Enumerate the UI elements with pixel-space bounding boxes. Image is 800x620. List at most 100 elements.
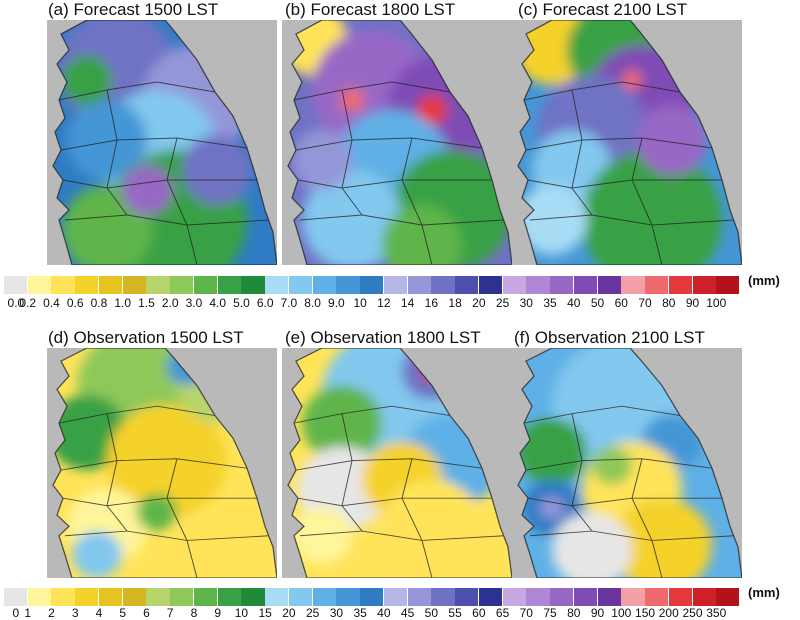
colorbar-cell [146,588,171,606]
observation-unit-label: (mm) [748,585,780,600]
colorbar-cell [193,588,219,606]
colorbar-cell [312,276,337,294]
colorbar-tick-label: 80 [567,606,581,620]
map-panel-f [512,348,742,578]
colorbar-cell [692,276,717,294]
colorbar-tick-label: 80 [662,296,676,310]
panel-title-c: (c) Forecast 2100 LST [518,0,688,19]
colorbar-tick-label: 9.0 [328,296,345,310]
colorbar-cell [431,276,456,294]
colorbar-cell [75,588,100,606]
colorbar-tick-label: 250 [682,606,703,620]
panel-title-e: (e) Observation 1800 LST [285,328,481,347]
colorbar-tick-label: 2 [48,606,55,620]
colorbar-cell [502,276,527,294]
colorbar-cell [478,276,504,294]
colorbar-tick-label: 12 [377,296,391,310]
colorbar-tick-label: 100 [706,296,727,310]
forecast-colorbar-ticks: 0.0 0.2 0.4 0.6 0.8 1.0 1.5 2.0 3.0 4.0 5.0 6.0 7.0 8… [0,296,800,312]
map-panel-b [282,20,512,265]
colorbar-cell [455,276,480,294]
colorbar-tick-label: 0 [12,606,20,620]
colorbar-cell [170,588,195,606]
panel-title-a: (a) Forecast 1500 LST [48,0,219,19]
colorbar-cell [4,276,29,294]
colorbar-cell [668,276,693,294]
colorbar-tick-label: 200 [658,606,679,620]
colorbar-cell [478,588,504,606]
colorbar-cell [407,276,432,294]
colorbar-tick-label: 16 [424,296,439,310]
colorbar-tick-label: 25 [495,296,510,310]
panel-title-b: (b) Forecast 1800 LST [285,0,456,19]
colorbar-cell [75,276,100,294]
colorbar-tick-label: 9 [214,606,222,620]
colorbar-cell [502,588,527,606]
colorbar-tick-label: 8 [190,606,198,620]
colorbar-tick-label: 40 [567,296,581,310]
colorbar-cell [360,276,385,294]
colorbar-cell [146,276,171,294]
colorbar-tick-label: 30 [329,606,344,620]
colorbar-tick-label: 45 [400,606,415,620]
colorbar-cell [122,588,147,606]
colorbar-tick-label: 18 [448,296,462,310]
colorbar-cell [526,276,551,294]
colorbar-tick-label: 6 [143,606,150,620]
forecast-unit-label: (mm) [748,273,780,288]
colorbar-tick-label: 30 [519,296,533,310]
colorbar-tick-label: 3 [71,606,79,620]
observation-colorbar-ticks: 0 1 2 3 4 5 6 7 8 9 10 15 20 25 30 35 40 45 50 55 60 65 70 75 80… [0,606,800,620]
colorbar-tick-label: 7.0 [280,296,298,310]
colorbar-cell [597,588,622,606]
colorbar-tick-label: 0.4 [43,296,60,310]
colorbar-cell [336,276,361,294]
colorbar-cell [716,588,741,606]
colorbar-tick-label: 65 [495,606,510,620]
observation-colorbar [4,588,741,606]
colorbar-tick-label: 60 [614,296,628,310]
colorbar-cell [4,588,29,606]
colorbar-tick-label: 8.0 [304,296,321,310]
colorbar-cell [241,276,266,294]
colorbar-cell [265,276,290,294]
colorbar-tick-label: 90 [685,296,700,310]
colorbar-tick-label: 0.2 [19,296,37,310]
colorbar-tick-label: 6.0 [256,296,274,310]
map-panel-d [47,348,277,578]
colorbar-tick-label: 5 [119,606,127,620]
forecast-colorbar [4,276,741,294]
colorbar-tick-label: 60 [472,606,486,620]
colorbar-cell [573,276,599,294]
colorbar-tick-label: 0.6 [66,296,84,310]
colorbar-cell [193,276,219,294]
colorbar-cell [645,276,670,294]
colorbar-tick-label: 20 [282,606,296,620]
panel-title-f: (f) Observation 2100 LST [514,328,705,347]
colorbar-cell [526,588,551,606]
colorbar-cell [383,588,409,606]
colorbar-cell [383,276,409,294]
colorbar-cell [312,588,337,606]
colorbar-cell [51,588,76,606]
colorbar-cell [98,588,124,606]
map-panel-c [512,20,742,265]
colorbar-tick-label: 350 [706,606,727,620]
map-panel-e [282,348,512,578]
colorbar-tick-label: 35 [543,296,557,310]
colorbar-tick-label: 150 [635,606,656,620]
colorbar-tick-label: 50 [424,606,439,620]
colorbar-cell [550,588,575,606]
colorbar-tick-label: 50 [590,296,605,310]
colorbar-cell [170,276,195,294]
colorbar-cell [550,276,575,294]
colorbar-tick-label: 4.0 [209,296,227,310]
colorbar-cell [455,588,480,606]
colorbar-tick-label: 1 [24,606,32,620]
colorbar-tick-label: 2.0 [161,296,179,310]
colorbar-cell [360,588,385,606]
colorbar-tick-label: 3.0 [185,296,203,310]
colorbar-cell [288,588,314,606]
colorbar-tick-label: 1.5 [138,296,155,310]
colorbar-cell [265,588,290,606]
